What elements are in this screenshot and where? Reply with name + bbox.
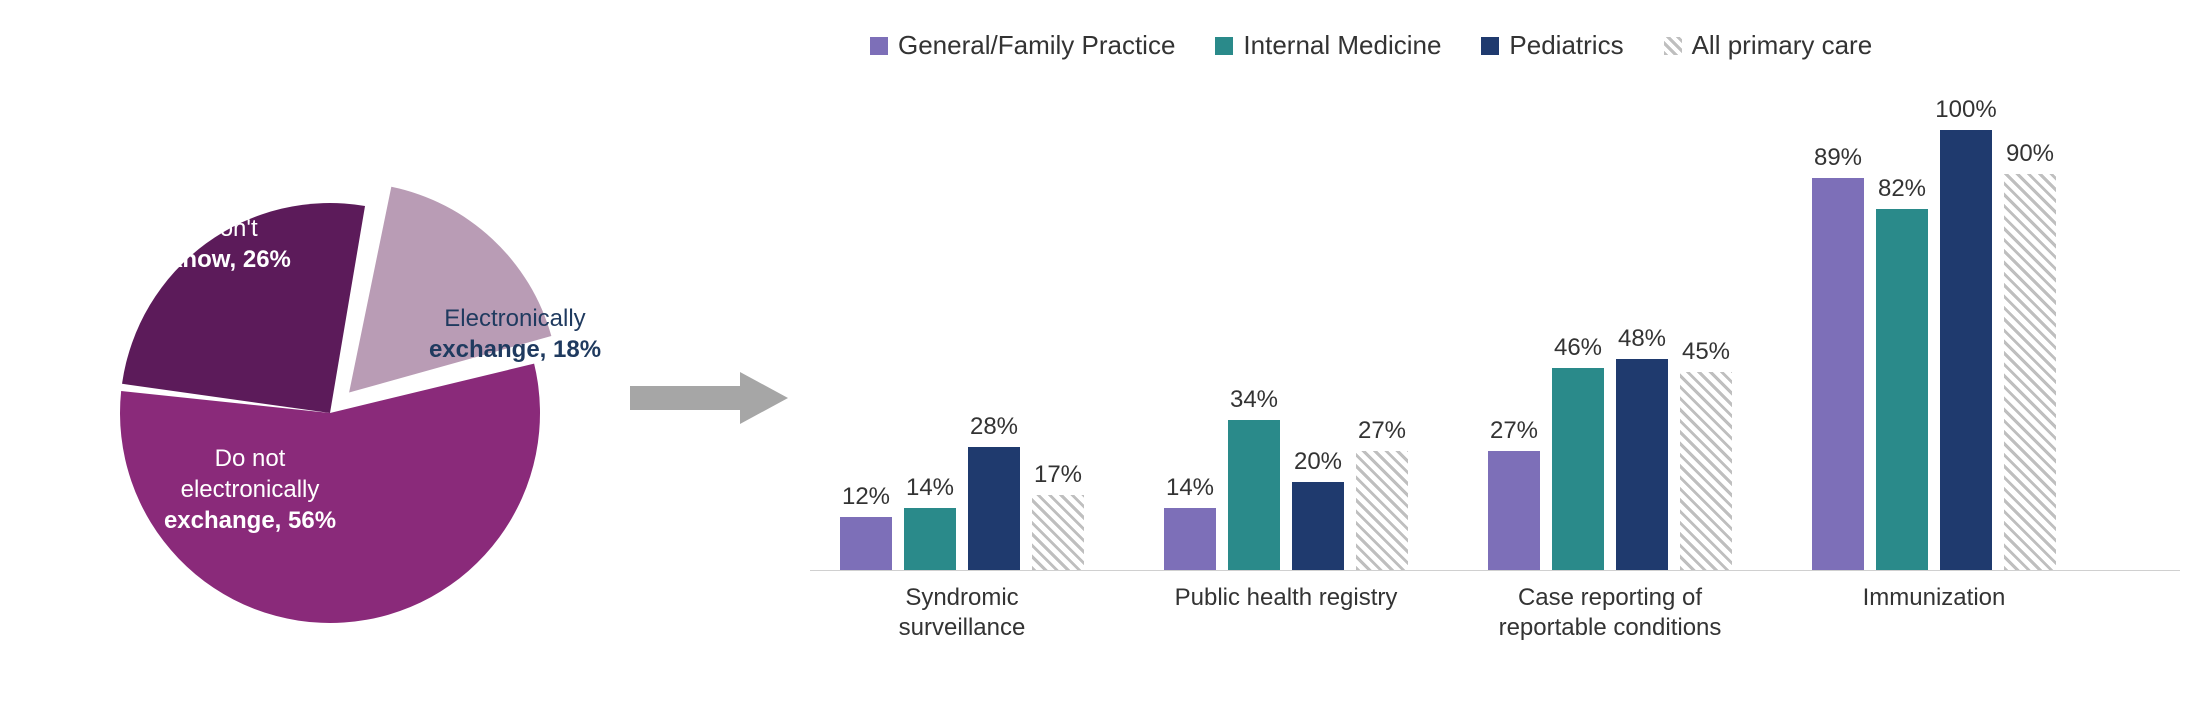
pie-label-text: Do not	[215, 445, 286, 472]
arrow-icon	[630, 368, 790, 428]
legend-swatch	[1215, 37, 1233, 55]
legend-swatch	[1664, 37, 1682, 55]
bar: 34%	[1228, 420, 1280, 570]
legend-swatch	[870, 37, 888, 55]
bar-value-label: 17%	[1034, 461, 1082, 489]
bar-value-label: 82%	[1878, 175, 1926, 203]
bar-value-label: 27%	[1490, 417, 1538, 445]
category-label: Syndromicsurveillance	[840, 583, 1084, 643]
bar: 46%	[1552, 368, 1604, 570]
legend-item: All primary care	[1664, 30, 1873, 61]
pie-label-dont-know: Don't know, 26%	[150, 213, 310, 275]
bar-group: 12%14%28%17%	[840, 447, 1084, 570]
bar: 20%	[1292, 482, 1344, 570]
chart-container: Don't know, 26% Electronically exchange,…	[20, 20, 2180, 696]
category-label: Case reporting ofreportable conditions	[1488, 583, 1732, 643]
legend-item: General/Family Practice	[870, 30, 1175, 61]
pie-label-electronically: Electronically exchange, 18%	[415, 303, 615, 365]
legend-item: Internal Medicine	[1215, 30, 1441, 61]
category-label: Public health registry	[1164, 583, 1408, 643]
bar: 45%	[1680, 372, 1732, 570]
chart-area: 12%14%28%17%14%34%20%27%27%46%48%45%89%8…	[810, 91, 2180, 571]
bar-value-label: 45%	[1682, 338, 1730, 366]
bar: 17%	[1032, 495, 1084, 570]
bar-group: 14%34%20%27%	[1164, 420, 1408, 570]
legend-label: Internal Medicine	[1243, 30, 1441, 61]
bar-group: 89%82%100%90%	[1812, 130, 2056, 570]
pie-label-text: Electronically	[444, 305, 585, 332]
bar-value-label: 28%	[970, 413, 1018, 441]
pie-label-text: know, 26%	[169, 246, 291, 273]
bar-value-label: 89%	[1814, 144, 1862, 172]
category-label: Immunization	[1812, 583, 2056, 643]
bar-value-label: 90%	[2006, 140, 2054, 168]
bar-value-label: 14%	[906, 474, 954, 502]
pie-chart: Don't know, 26% Electronically exchange,…	[20, 83, 620, 633]
bar: 48%	[1616, 359, 1668, 570]
bar: 100%	[1940, 130, 1992, 570]
bar: 27%	[1356, 451, 1408, 570]
bar-value-label: 48%	[1618, 325, 1666, 353]
bar: 14%	[1164, 508, 1216, 570]
bar: 14%	[904, 508, 956, 570]
pie-label-do-not: Do not electronically exchange, 56%	[135, 443, 365, 537]
legend-item: Pediatrics	[1481, 30, 1623, 61]
bar-group: 27%46%48%45%	[1488, 359, 1732, 570]
bar-value-label: 20%	[1294, 448, 1342, 476]
bar: 27%	[1488, 451, 1540, 570]
bar-value-label: 46%	[1554, 334, 1602, 362]
legend-label: All primary care	[1692, 30, 1873, 61]
bar-value-label: 100%	[1935, 96, 1996, 124]
pie-label-text: exchange, 18%	[429, 336, 601, 363]
bar: 12%	[840, 517, 892, 570]
bar-value-label: 34%	[1230, 386, 1278, 414]
pie-label-text: electronically	[181, 476, 320, 503]
category-labels: Syndromicsurveillance Public health regis…	[810, 571, 2180, 643]
bar: 82%	[1876, 209, 1928, 570]
legend: General/Family Practice Internal Medicine…	[810, 30, 2180, 61]
bar: 28%	[968, 447, 1020, 570]
bar: 90%	[2004, 174, 2056, 570]
pie-label-text: exchange, 56%	[164, 507, 336, 534]
bar: 89%	[1812, 178, 1864, 570]
legend-label: Pediatrics	[1509, 30, 1623, 61]
legend-label: General/Family Practice	[898, 30, 1175, 61]
bar-chart: General/Family Practice Internal Medicine…	[810, 20, 2180, 696]
arrow-path	[630, 372, 788, 424]
legend-swatch	[1481, 37, 1499, 55]
pie-label-text: Don't	[202, 215, 257, 242]
bar-value-label: 14%	[1166, 474, 1214, 502]
bar-value-label: 27%	[1358, 417, 1406, 445]
bar-value-label: 12%	[842, 483, 890, 511]
